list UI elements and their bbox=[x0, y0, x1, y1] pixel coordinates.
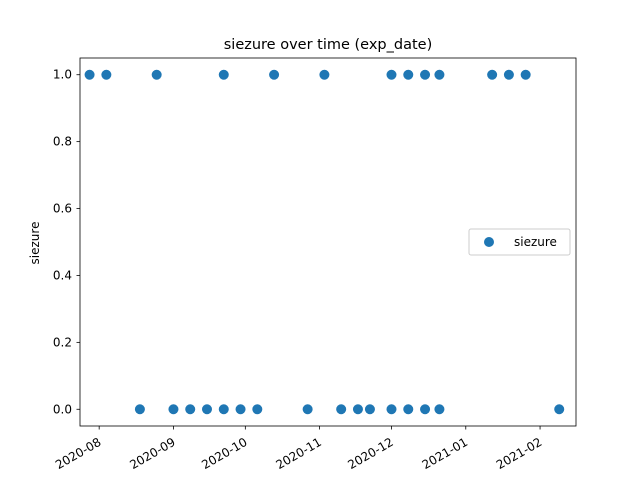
plot-area-frame bbox=[79, 57, 577, 427]
data-point bbox=[151, 69, 162, 80]
legend-box bbox=[468, 228, 571, 256]
data-point bbox=[218, 404, 229, 415]
data-point bbox=[403, 69, 414, 80]
data-point bbox=[434, 69, 445, 80]
y-axis-label: siezure bbox=[28, 222, 42, 265]
data-point bbox=[269, 69, 280, 80]
data-point bbox=[235, 404, 246, 415]
data-point bbox=[503, 69, 514, 80]
data-point bbox=[386, 404, 397, 415]
data-point bbox=[434, 404, 445, 415]
data-point bbox=[101, 69, 112, 80]
y-tick-label: 1.0 bbox=[53, 68, 72, 82]
legend-marker bbox=[484, 237, 494, 247]
data-point bbox=[403, 404, 414, 415]
data-point bbox=[336, 404, 347, 415]
data-point bbox=[134, 404, 145, 415]
data-point bbox=[168, 404, 179, 415]
y-tick-label: 0.8 bbox=[53, 135, 72, 149]
data-point bbox=[520, 69, 531, 80]
y-axis-ticks: 0.0 0.2 0.4 0.6 0.8 1.0 bbox=[53, 68, 80, 416]
chart-title: siezure over time (exp_date) bbox=[224, 37, 433, 53]
legend: siezure bbox=[468, 228, 571, 256]
y-tick-label: 0.2 bbox=[53, 335, 72, 349]
data-point bbox=[218, 69, 229, 80]
data-point bbox=[420, 69, 431, 80]
y-tick-label: 0.6 bbox=[53, 202, 72, 216]
data-point bbox=[554, 404, 565, 415]
data-point bbox=[319, 69, 330, 80]
y-tick-label: 0.4 bbox=[53, 268, 72, 282]
data-point bbox=[252, 404, 263, 415]
data-point bbox=[487, 69, 498, 80]
data-point bbox=[352, 404, 363, 415]
data-point bbox=[386, 69, 397, 80]
legend-series-label: siezure bbox=[514, 235, 557, 249]
y-tick-label: 0.0 bbox=[53, 402, 72, 416]
data-point bbox=[185, 404, 196, 415]
data-points bbox=[84, 69, 565, 415]
data-point bbox=[84, 69, 95, 80]
data-point bbox=[420, 404, 431, 415]
data-point bbox=[364, 404, 375, 415]
data-point bbox=[201, 404, 212, 415]
data-point bbox=[302, 404, 313, 415]
